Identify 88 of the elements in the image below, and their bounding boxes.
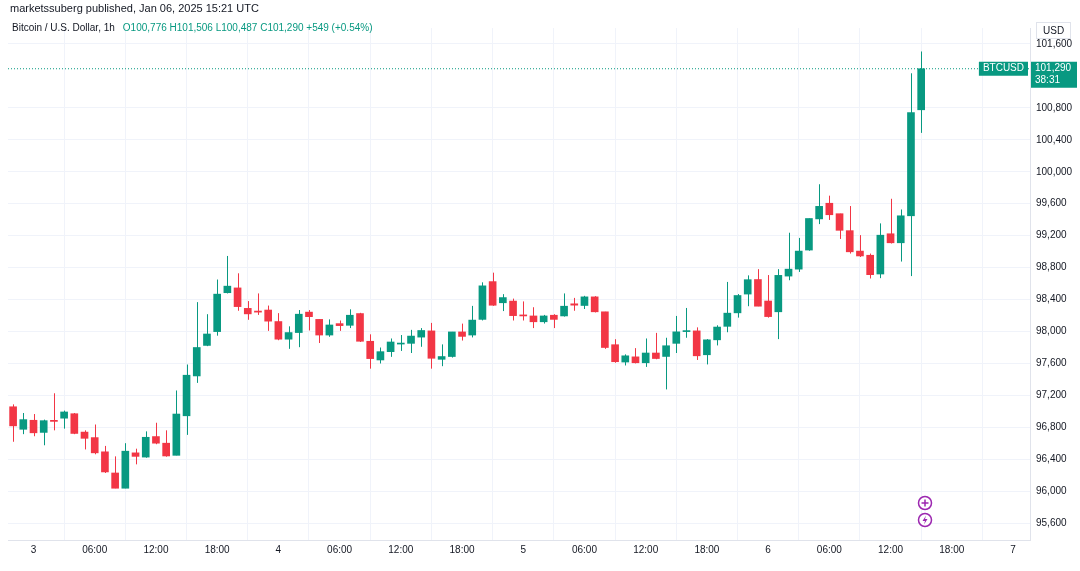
x-tick-label: 06:00 [327,543,353,555]
ref-line-label: BTCUSD [982,62,1025,74]
text: 101,290 [1035,62,1072,74]
candlestick [815,183,823,225]
chart-subtitle: O100,776 H101,506 L100,487 C101,290 +549 (+0.54%) [122,22,373,33]
candlestick [509,298,517,321]
candlestick [703,338,711,365]
chart-title: Bitcoin / U.S. Dollar, 1h [12,22,115,33]
candlestick [856,234,864,258]
x-tick-label: 12:00 [143,543,169,555]
y-tick-label: 98,800 [1036,261,1068,273]
candlestick [345,308,354,329]
candlestick [886,198,895,244]
candlestick [90,424,99,455]
y-tick-label: 100,000 [1036,165,1073,177]
text: marketssuberg published, Jan 06, 2025 15:21 UTC [10,2,259,14]
candlestick [19,412,28,435]
candlestick [60,410,68,430]
candlestick [111,455,119,489]
candlestick [652,332,660,360]
text: 38:31 [1035,74,1061,86]
candlestick [713,324,721,346]
x-tick-label: 18:00 [204,543,231,555]
y-tick-label: 97,200 [1036,389,1068,401]
candlestick [29,413,38,437]
candlestick [305,309,313,331]
y-tick-label: 95,600 [1036,516,1068,528]
candlestick [682,307,691,339]
x-tick-label: 06:00 [816,543,843,555]
y-tick-label: 98,400 [1036,293,1068,305]
candlestick [264,305,273,332]
x-tick-label: 4 [275,543,282,555]
candlestick [39,419,48,446]
y-tick-label: 98,000 [1036,325,1068,337]
x-tick-label: 18:00 [694,543,720,555]
candlestick [794,237,803,273]
candlestick [294,309,303,348]
x-tick-label: 7 [1010,543,1017,555]
x-tick-label: 5 [520,543,527,555]
candlestick [407,329,415,354]
x-tick-label: 06:00 [571,543,598,555]
y-tick-label: 101,600 [1036,37,1073,49]
y-tick-label: 100,400 [1036,133,1073,145]
x-tick-label: 18:00 [939,543,965,555]
candlestick [845,205,854,255]
x-tick-label: 12:00 [878,543,904,555]
y-tick-label: 97,600 [1036,357,1068,369]
y-tick-label: 99,200 [1036,229,1068,241]
candlestick [417,327,426,348]
candlestick [723,281,732,333]
candlestick [366,333,375,370]
y-tick-label: 100,800 [1036,101,1073,113]
x-tick-label: 18:00 [449,543,475,555]
candlestick [825,195,834,221]
candlestick [835,213,844,240]
y-axis-title: USD [1036,22,1072,39]
candlestick [9,403,17,443]
candlestick [468,305,477,338]
y-tick-label: 96,400 [1036,453,1068,465]
candlestick [315,318,324,344]
candlestick [284,325,293,350]
x-tick-label: 6 [765,543,772,555]
candlestick [203,313,211,347]
candlestick [866,253,874,279]
y-tick-label: 99,600 [1036,197,1068,209]
y-tick-label: 96,800 [1036,421,1068,433]
x-tick-label: 3 [30,543,37,555]
candlestick [162,429,170,458]
candlestick [274,312,283,341]
candlestick [50,392,58,431]
candlestick [101,445,109,474]
candlestick [560,292,568,318]
candlestick [437,343,446,367]
candlestick [243,300,252,321]
candlestick [141,430,150,459]
x-tick-label: 06:00 [82,543,108,555]
x-tick-label: 12:00 [388,543,414,555]
candlestick [641,337,650,368]
candlestick [764,274,772,319]
candlestick [672,315,681,354]
candlestick [662,337,670,390]
candlestick [733,293,742,319]
y-tick-label: 96,000 [1036,485,1068,497]
candlestick [611,338,619,364]
candlestick [80,429,89,450]
candlestick [233,272,242,312]
x-tick-label: 12:00 [633,543,659,555]
candlestick [743,274,752,307]
